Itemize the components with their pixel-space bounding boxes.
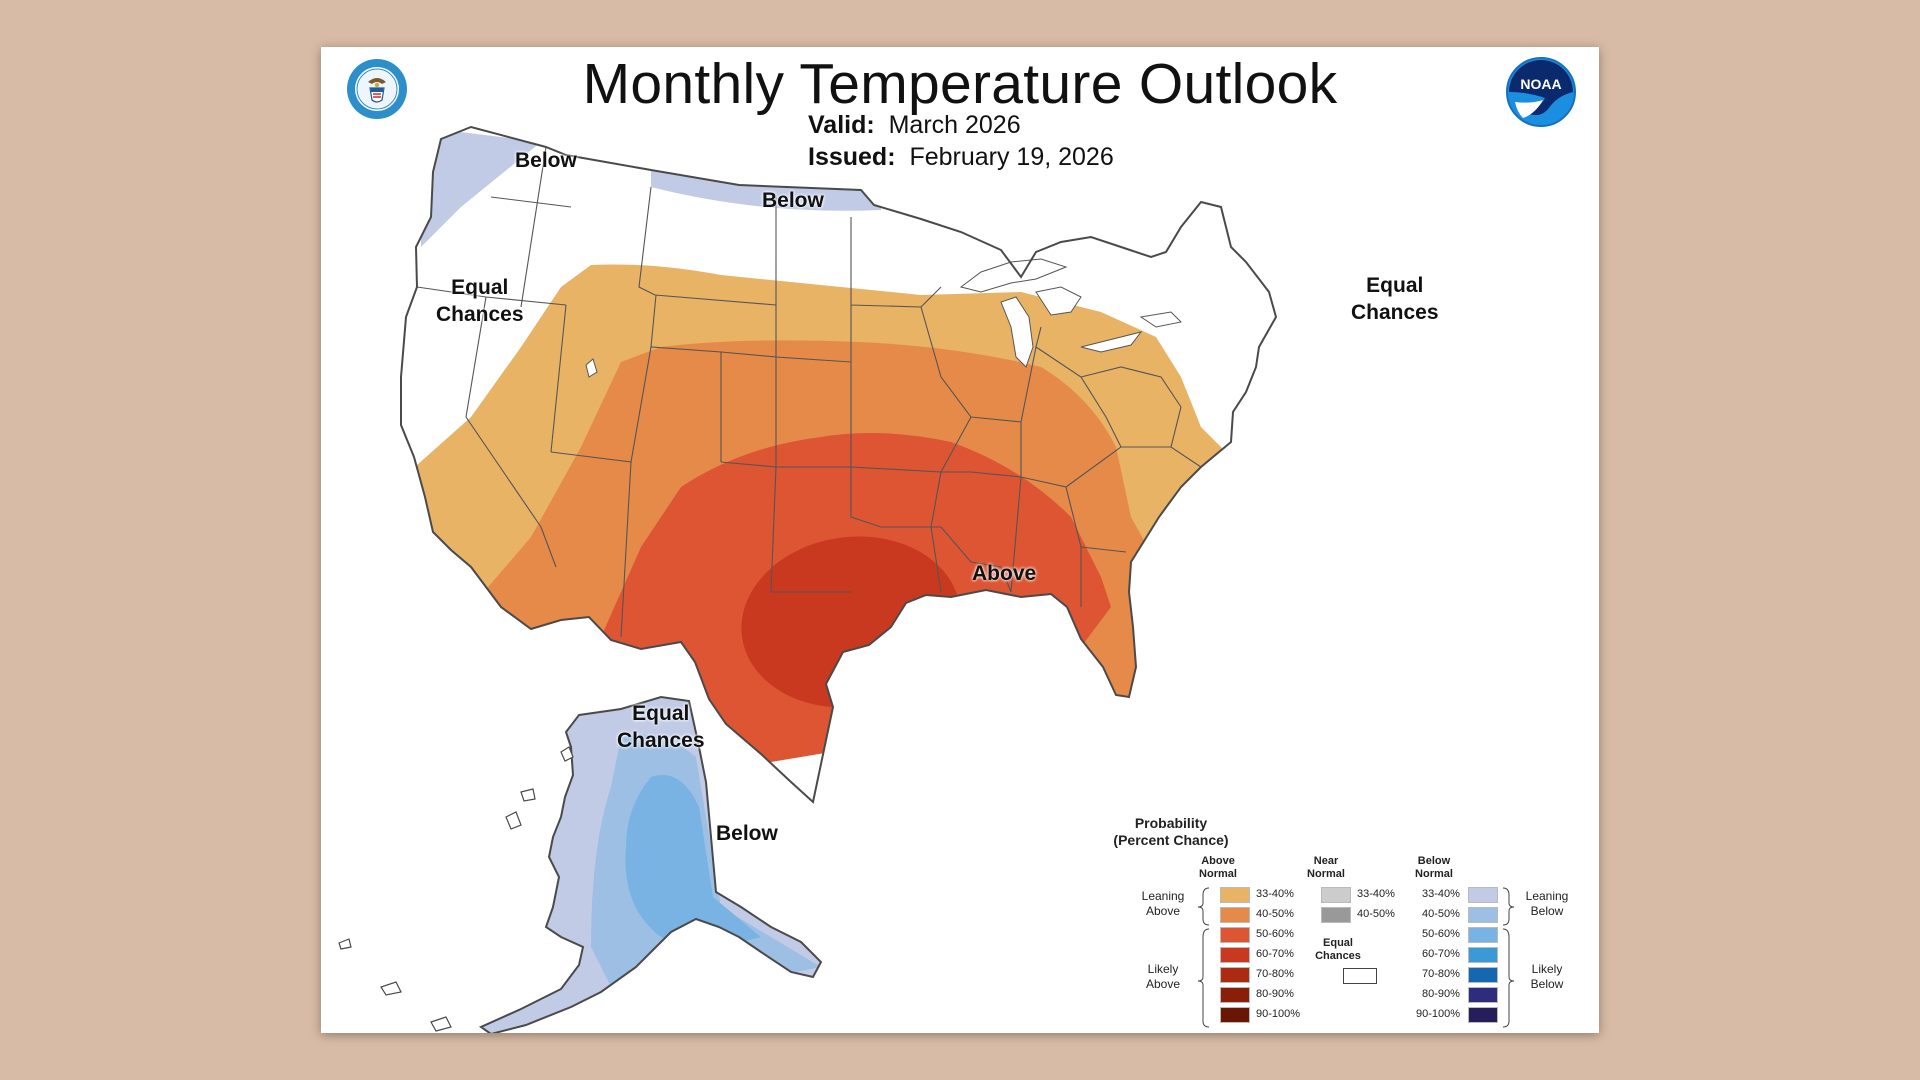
doc-seal-icon	[347, 59, 407, 119]
label-alaska-equal-chances: Equal Chances	[617, 700, 705, 754]
label-alaska-below: Below	[716, 822, 778, 845]
label-line: Chances	[1351, 301, 1439, 324]
label-north-below: Below	[762, 189, 824, 212]
page-title: Monthly Temperature Outlook	[582, 52, 1338, 116]
issued-label: Issued:	[808, 143, 896, 171]
outlook-card: Monthly Temperature Outlook Valid: March…	[321, 47, 1599, 1033]
outlook-map	[338, 125, 1278, 1033]
valid-label: Valid:	[808, 111, 875, 139]
label-central-above: Above	[972, 562, 1037, 585]
label-line: Equal	[632, 702, 690, 725]
label-line: Chances	[617, 729, 705, 752]
label-west-equal-chances: Equal Chances	[436, 274, 524, 328]
label-northeast-equal-chances: Equal Chances	[1351, 272, 1439, 326]
issued-value: February 19, 2026	[909, 143, 1114, 171]
label-line: Equal	[1366, 274, 1424, 297]
label-line: Chances	[436, 303, 524, 326]
date-block: Valid: March 2026 Issued: February 19, 2…	[808, 109, 1114, 173]
label-line: Equal	[451, 276, 509, 299]
svg-text:NOAA: NOAA	[1520, 76, 1561, 92]
valid-value: March 2026	[888, 111, 1021, 139]
noaa-logo-icon: NOAA	[1506, 57, 1576, 127]
label-northwest-below: Below	[515, 149, 577, 172]
